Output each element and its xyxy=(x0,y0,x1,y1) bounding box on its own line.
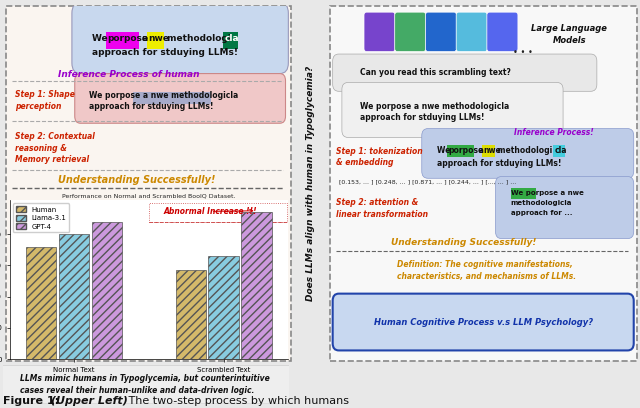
FancyBboxPatch shape xyxy=(106,32,139,49)
FancyBboxPatch shape xyxy=(495,177,634,239)
Text: Step 2: Contextual
reasoning &
Memory retrieval: Step 2: Contextual reasoning & Memory re… xyxy=(15,132,95,164)
Text: Definition: The cognitive manifestations,
characteristics, and mechanisms of LLM: Definition: The cognitive manifestations… xyxy=(397,260,576,281)
FancyBboxPatch shape xyxy=(223,32,238,49)
Text: (Upper Left): (Upper Left) xyxy=(47,396,127,406)
Bar xyxy=(175,270,206,359)
Text: approach for stduying LLMs!: approach for stduying LLMs! xyxy=(89,102,214,111)
Text: LLMs mimic humans in Typoglycemia, but counterintuitive
cases reveal their human: LLMs mimic humans in Typoglycemia, but c… xyxy=(20,374,270,395)
Text: • • •: • • • xyxy=(513,48,533,57)
FancyBboxPatch shape xyxy=(6,6,291,361)
Text: Figure 1:: Figure 1: xyxy=(3,396,60,406)
Bar xyxy=(209,256,239,359)
Text: cla: cla xyxy=(225,33,239,42)
Text: approach for ...: approach for ... xyxy=(511,210,572,216)
Text: Inference Process of human: Inference Process of human xyxy=(58,70,199,79)
FancyBboxPatch shape xyxy=(147,32,164,49)
Title: Performance on Normal and Scrambled BoolQ Dataset.: Performance on Normal and Scrambled Bool… xyxy=(62,193,236,198)
Text: We porpose a nwe methodologicla: We porpose a nwe methodologicla xyxy=(360,102,509,111)
Text: Large Language
Models: Large Language Models xyxy=(531,24,607,44)
Text: approach for stduying LLMs!: approach for stduying LLMs! xyxy=(360,113,485,122)
Bar xyxy=(59,234,89,359)
FancyBboxPatch shape xyxy=(333,294,634,350)
FancyBboxPatch shape xyxy=(456,12,487,51)
FancyBboxPatch shape xyxy=(487,12,518,51)
Text: a: a xyxy=(476,146,486,155)
FancyBboxPatch shape xyxy=(342,82,563,137)
FancyBboxPatch shape xyxy=(395,12,426,51)
Text: Abnormal Increase !!!: Abnormal Increase !!! xyxy=(164,207,257,216)
Text: We porpose a nwe methodologicla: We porpose a nwe methodologicla xyxy=(89,91,238,100)
FancyBboxPatch shape xyxy=(0,365,298,404)
FancyBboxPatch shape xyxy=(422,129,634,178)
FancyBboxPatch shape xyxy=(482,144,495,157)
Text: We: We xyxy=(92,33,111,42)
Bar xyxy=(92,222,122,359)
Text: a: a xyxy=(139,33,151,42)
FancyBboxPatch shape xyxy=(511,188,536,199)
Text: nwe: nwe xyxy=(483,146,500,155)
FancyBboxPatch shape xyxy=(447,144,474,157)
Text: methodologicla: methodologicla xyxy=(511,200,572,206)
Text: Understanding Successfully!: Understanding Successfully! xyxy=(391,238,536,247)
Text: The two-step process by which humans: The two-step process by which humans xyxy=(125,396,349,406)
Text: methodologi: methodologi xyxy=(164,33,231,42)
FancyBboxPatch shape xyxy=(72,2,289,73)
FancyBboxPatch shape xyxy=(333,54,597,91)
Text: Inference Process!: Inference Process! xyxy=(514,129,594,137)
Text: cla: cla xyxy=(554,146,567,155)
Text: porpose: porpose xyxy=(448,146,483,155)
Text: Step 1: tokenization
& embedding: Step 1: tokenization & embedding xyxy=(336,146,422,167)
Text: porpose: porpose xyxy=(108,33,148,42)
Bar xyxy=(26,247,56,359)
FancyBboxPatch shape xyxy=(75,73,285,123)
Text: Understanding Successfully!: Understanding Successfully! xyxy=(58,175,215,185)
Text: Can you read this scrambling text?: Can you read this scrambling text? xyxy=(360,68,511,77)
Text: Human Cognitive Process v.s LLM Psychology?: Human Cognitive Process v.s LLM Psycholo… xyxy=(374,317,593,326)
Bar xyxy=(241,212,272,359)
Text: Step 2: attention &
linear transformation: Step 2: attention & linear transformatio… xyxy=(336,198,428,219)
FancyBboxPatch shape xyxy=(132,92,211,104)
Text: nwe: nwe xyxy=(148,33,169,42)
FancyBboxPatch shape xyxy=(330,6,637,361)
Legend: Human, Llama-3.1, GPT-4: Human, Llama-3.1, GPT-4 xyxy=(13,203,70,233)
FancyBboxPatch shape xyxy=(426,12,456,51)
Text: We: We xyxy=(437,146,453,155)
Text: methodologi: methodologi xyxy=(495,146,553,155)
Text: approach for stduying LLMs!: approach for stduying LLMs! xyxy=(92,49,238,58)
Text: Does LLMs align with human in Typoglycemia?: Does LLMs align with human in Typoglycem… xyxy=(306,66,315,301)
Text: approach for stduying LLMs!: approach for stduying LLMs! xyxy=(437,159,562,168)
Text: [0.153, ... ] [0.248, ... ] [0.871, ... ] [0.244, ... ] [..., ... ] ...: [0.153, ... ] [0.248, ... ] [0.871, ... … xyxy=(339,180,516,184)
FancyBboxPatch shape xyxy=(553,144,565,157)
Text: We porpose a nwe: We porpose a nwe xyxy=(511,190,584,196)
Text: Step 1: Shape
perception: Step 1: Shape perception xyxy=(15,90,75,111)
FancyBboxPatch shape xyxy=(364,12,395,51)
